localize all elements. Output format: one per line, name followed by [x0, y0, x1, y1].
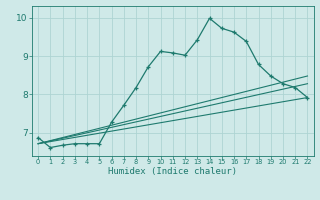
X-axis label: Humidex (Indice chaleur): Humidex (Indice chaleur)	[108, 167, 237, 176]
